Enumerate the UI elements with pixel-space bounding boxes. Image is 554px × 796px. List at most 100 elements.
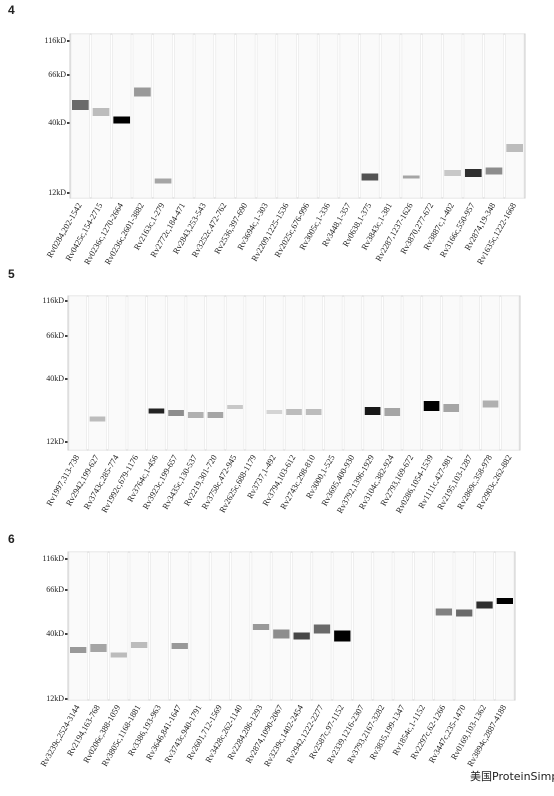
lane	[318, 33, 339, 199]
watermark: 美国ProteinSimple公司	[470, 770, 554, 783]
lane	[353, 551, 373, 701]
lane	[108, 295, 127, 451]
lane	[422, 33, 442, 199]
lane	[206, 295, 225, 451]
lane	[434, 551, 454, 701]
mw-marker: 12kD	[46, 694, 64, 703]
lane	[442, 33, 463, 199]
mw-marker: 66kD	[48, 70, 66, 79]
lane	[363, 295, 382, 451]
lane	[343, 295, 363, 451]
band	[207, 412, 224, 418]
mw-marker: 116kD	[45, 36, 67, 45]
mw-marker: 116kD	[43, 554, 65, 563]
mw-marker: 66kD	[46, 331, 64, 340]
band	[134, 87, 151, 97]
lane	[109, 551, 129, 701]
band	[148, 408, 165, 414]
lane	[271, 551, 291, 701]
mw-marker: 40kD	[48, 118, 66, 127]
lane	[380, 33, 401, 199]
lane	[149, 551, 169, 701]
band	[113, 116, 131, 124]
band	[361, 173, 379, 181]
band	[402, 175, 420, 179]
band	[252, 624, 270, 630]
lane	[265, 295, 284, 451]
lane	[210, 551, 230, 701]
lane	[298, 33, 318, 199]
mw-marker: 66kD	[46, 585, 64, 594]
lane	[505, 33, 525, 199]
lane	[194, 33, 215, 199]
lane	[166, 295, 186, 451]
lane	[215, 33, 235, 199]
band	[70, 647, 87, 653]
lane	[442, 295, 461, 451]
panel-label: 4	[8, 3, 15, 17]
band	[443, 404, 460, 412]
lane	[360, 33, 380, 199]
panel-label: 5	[8, 267, 15, 281]
lane	[332, 551, 352, 701]
lane	[402, 295, 422, 451]
band	[384, 408, 401, 416]
lane	[324, 295, 343, 451]
band	[130, 642, 148, 648]
lane	[304, 295, 323, 451]
lane	[481, 295, 500, 451]
lane	[463, 33, 483, 199]
lane	[186, 295, 205, 451]
lane	[190, 551, 210, 701]
lane	[495, 551, 515, 701]
band	[227, 405, 243, 409]
lane	[112, 33, 132, 199]
lane	[284, 295, 304, 451]
band	[464, 169, 482, 177]
lane	[475, 551, 494, 701]
lane	[68, 551, 88, 701]
band	[72, 100, 89, 110]
band	[334, 630, 351, 642]
lane	[373, 551, 393, 701]
band	[266, 410, 283, 414]
lane	[127, 295, 146, 451]
panel-label: 6	[8, 532, 15, 546]
band	[273, 629, 290, 639]
band	[90, 644, 107, 652]
lane	[153, 33, 173, 199]
band	[286, 409, 302, 415]
band	[506, 144, 523, 152]
lane	[461, 295, 480, 451]
lane	[147, 295, 166, 451]
lane	[89, 551, 108, 701]
lane	[225, 295, 245, 451]
mw-marker: 40kD	[46, 629, 64, 638]
band	[110, 652, 127, 658]
band	[423, 401, 440, 411]
lane	[501, 295, 520, 451]
band	[293, 632, 310, 640]
lane	[339, 33, 359, 199]
lane	[170, 551, 190, 701]
lane	[414, 551, 434, 701]
band	[313, 624, 331, 634]
band	[435, 608, 453, 616]
lane	[70, 33, 90, 199]
lane	[245, 295, 264, 451]
band	[485, 167, 503, 175]
lane	[68, 295, 87, 451]
lane	[393, 551, 413, 701]
lane	[129, 551, 149, 701]
lane	[422, 295, 441, 451]
mw-marker: 12kD	[46, 437, 64, 446]
band	[496, 598, 513, 604]
lane	[236, 33, 256, 199]
band	[171, 643, 188, 649]
band	[364, 407, 381, 415]
lane	[484, 33, 504, 199]
band	[92, 108, 110, 116]
lane	[277, 33, 297, 199]
band	[476, 601, 493, 609]
